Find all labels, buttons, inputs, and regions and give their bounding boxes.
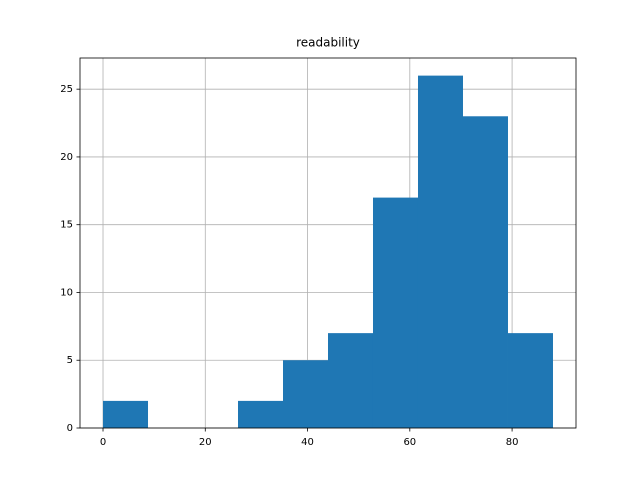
bar (103, 400, 149, 428)
bar (372, 197, 418, 428)
y-tick-label: 0 (67, 423, 73, 434)
bar (417, 75, 463, 428)
plot-frame (79, 57, 577, 429)
y-tick-label: 20 (60, 152, 73, 163)
bar (507, 333, 553, 428)
bar (328, 333, 373, 428)
y-tick-label: 10 (60, 287, 73, 298)
y-tick-label: 5 (67, 355, 73, 366)
x-tick-label: 80 (506, 437, 519, 448)
x-tick-label: 20 (199, 437, 212, 448)
x-tick-label: 60 (403, 437, 416, 448)
y-tick-label: 25 (60, 84, 73, 95)
bar (238, 400, 284, 428)
y-tick-label: 15 (60, 220, 73, 231)
x-tick-label: 0 (100, 437, 106, 448)
bar (283, 360, 328, 428)
bar (462, 116, 508, 429)
chart-title: readability (296, 36, 360, 50)
x-tick-label: 40 (301, 437, 314, 448)
